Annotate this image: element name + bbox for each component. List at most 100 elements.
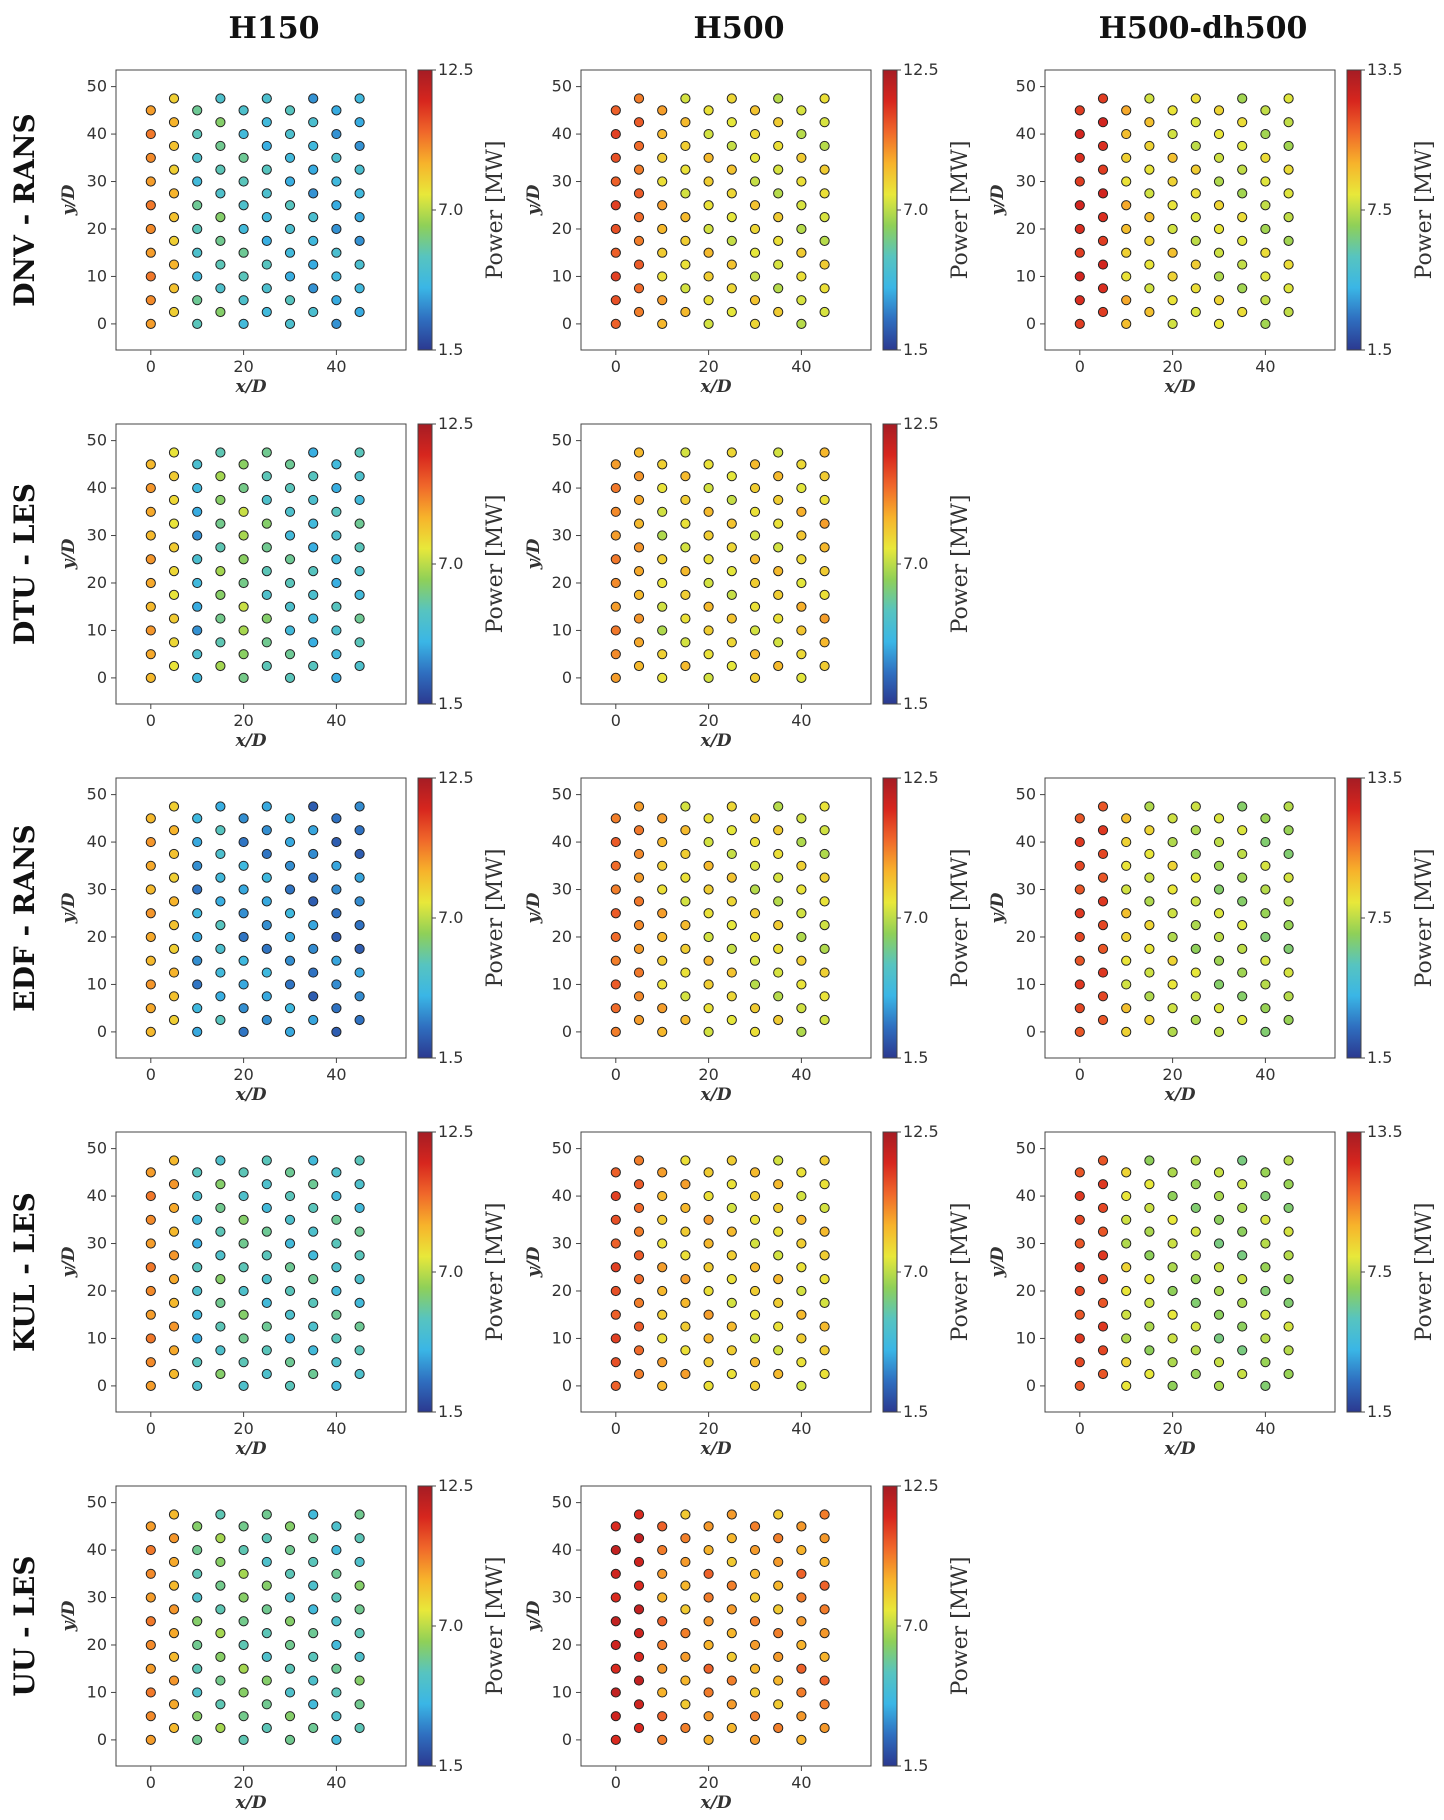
turbine-point (1283, 1250, 1294, 1261)
turbine-point (657, 931, 668, 943)
turbine-point (1190, 943, 1201, 954)
colorbar (882, 1485, 898, 1767)
colorbar (417, 1485, 433, 1767)
turbine-point (145, 1238, 156, 1249)
turbine-point (680, 801, 691, 812)
turbine-point (773, 848, 784, 860)
y-tick-label: 10 (1016, 1328, 1036, 1347)
turbine-point (1237, 1155, 1248, 1166)
turbine-point (726, 967, 737, 978)
turbine-point (1121, 105, 1132, 116)
turbine-point (1074, 979, 1085, 990)
turbine-point (331, 554, 342, 565)
turbine-point (192, 506, 203, 517)
turbine-point (331, 1711, 342, 1722)
turbine-point (308, 1014, 319, 1026)
plot-frame (115, 423, 407, 705)
turbine-point (726, 1604, 737, 1615)
turbine-point (773, 518, 784, 529)
turbine-point (1237, 1274, 1248, 1285)
turbine-point (354, 1651, 365, 1662)
turbine-point (1097, 825, 1109, 836)
turbine-point (308, 447, 319, 458)
turbine-point (354, 896, 365, 907)
turbine-point (284, 554, 296, 565)
turbine-point (726, 825, 737, 836)
turbine-point (610, 649, 621, 660)
turbine-point (796, 506, 807, 517)
turbine-point (284, 1357, 296, 1368)
turbine-point (168, 1321, 180, 1332)
turbine-point (680, 164, 691, 175)
y-axis-label: y/D (59, 538, 79, 570)
turbine-point (796, 931, 807, 943)
turbine-point (773, 896, 784, 907)
colorbar-tick-label: 7.0 (903, 554, 928, 573)
colorbar-tick-label: 13.5 (1367, 768, 1403, 787)
turbine-point (819, 848, 830, 860)
turbine-point (1097, 1368, 1109, 1380)
turbine-point (680, 1651, 691, 1662)
turbine-point (1190, 1321, 1201, 1332)
turbine-point (773, 1556, 784, 1568)
turbine-point (145, 1309, 156, 1320)
turbine-point (1237, 117, 1248, 128)
turbine-point (1167, 1026, 1178, 1037)
turbine-point (1144, 93, 1155, 104)
turbine-point (749, 482, 761, 494)
turbine-point (1167, 955, 1178, 966)
turbine-point (354, 93, 365, 104)
turbine-point (1213, 1333, 1225, 1344)
turbine-point (610, 625, 621, 636)
turbine-point (633, 471, 645, 482)
y-tick-label: 0 (562, 1376, 572, 1395)
turbine-point (610, 1309, 621, 1320)
turbine-point (284, 1592, 296, 1603)
turbine-point (1283, 872, 1294, 883)
turbine-point (633, 1179, 645, 1190)
turbine-point (819, 117, 830, 128)
turbine-point (354, 1580, 365, 1591)
x-tick-label: 40 (791, 1419, 811, 1438)
turbine-point (1213, 223, 1225, 235)
turbine-point (284, 105, 296, 116)
colorbar-label: Power [MW] (483, 849, 508, 988)
turbine-point (284, 1190, 296, 1202)
turbine-point (192, 1026, 203, 1037)
colorbar-label: Power [MW] (483, 495, 508, 634)
turbine-point (238, 105, 249, 116)
turbine-point (680, 306, 691, 318)
turbine-point (819, 1628, 830, 1639)
turbine-point (284, 1663, 296, 1674)
turbine-point (215, 613, 226, 624)
turbine-point (633, 283, 645, 294)
turbine-point (354, 494, 365, 506)
turbine-point (1097, 1202, 1109, 1214)
turbine-point (657, 1285, 668, 1297)
x-tick-label: 40 (791, 1773, 811, 1792)
turbine-point (238, 1639, 249, 1651)
x-axis-label: x/D (1163, 377, 1195, 397)
turbine-point (168, 447, 180, 458)
turbine-point (1121, 128, 1132, 140)
turbine-point (657, 128, 668, 140)
turbine-point (1283, 259, 1294, 270)
turbine-point (354, 991, 365, 1002)
turbine-point (215, 1580, 226, 1591)
turbine-point (331, 625, 342, 636)
turbine-point (261, 1155, 272, 1166)
turbine-point (819, 447, 830, 458)
turbine-point (819, 140, 830, 152)
turbine-point (168, 1368, 180, 1380)
y-tick-label: 40 (87, 1540, 107, 1559)
y-tick-label: 50 (552, 431, 572, 450)
turbine-point (168, 518, 180, 529)
y-tick-label: 50 (1016, 1139, 1036, 1158)
turbine-point (1237, 801, 1248, 812)
colorbar-tick-label: 12.5 (438, 1122, 474, 1141)
turbine-point (1097, 1179, 1109, 1190)
turbine-point (215, 140, 226, 152)
turbine-point (308, 967, 319, 978)
turbine-point (261, 991, 272, 1002)
turbine-point (308, 1202, 319, 1214)
